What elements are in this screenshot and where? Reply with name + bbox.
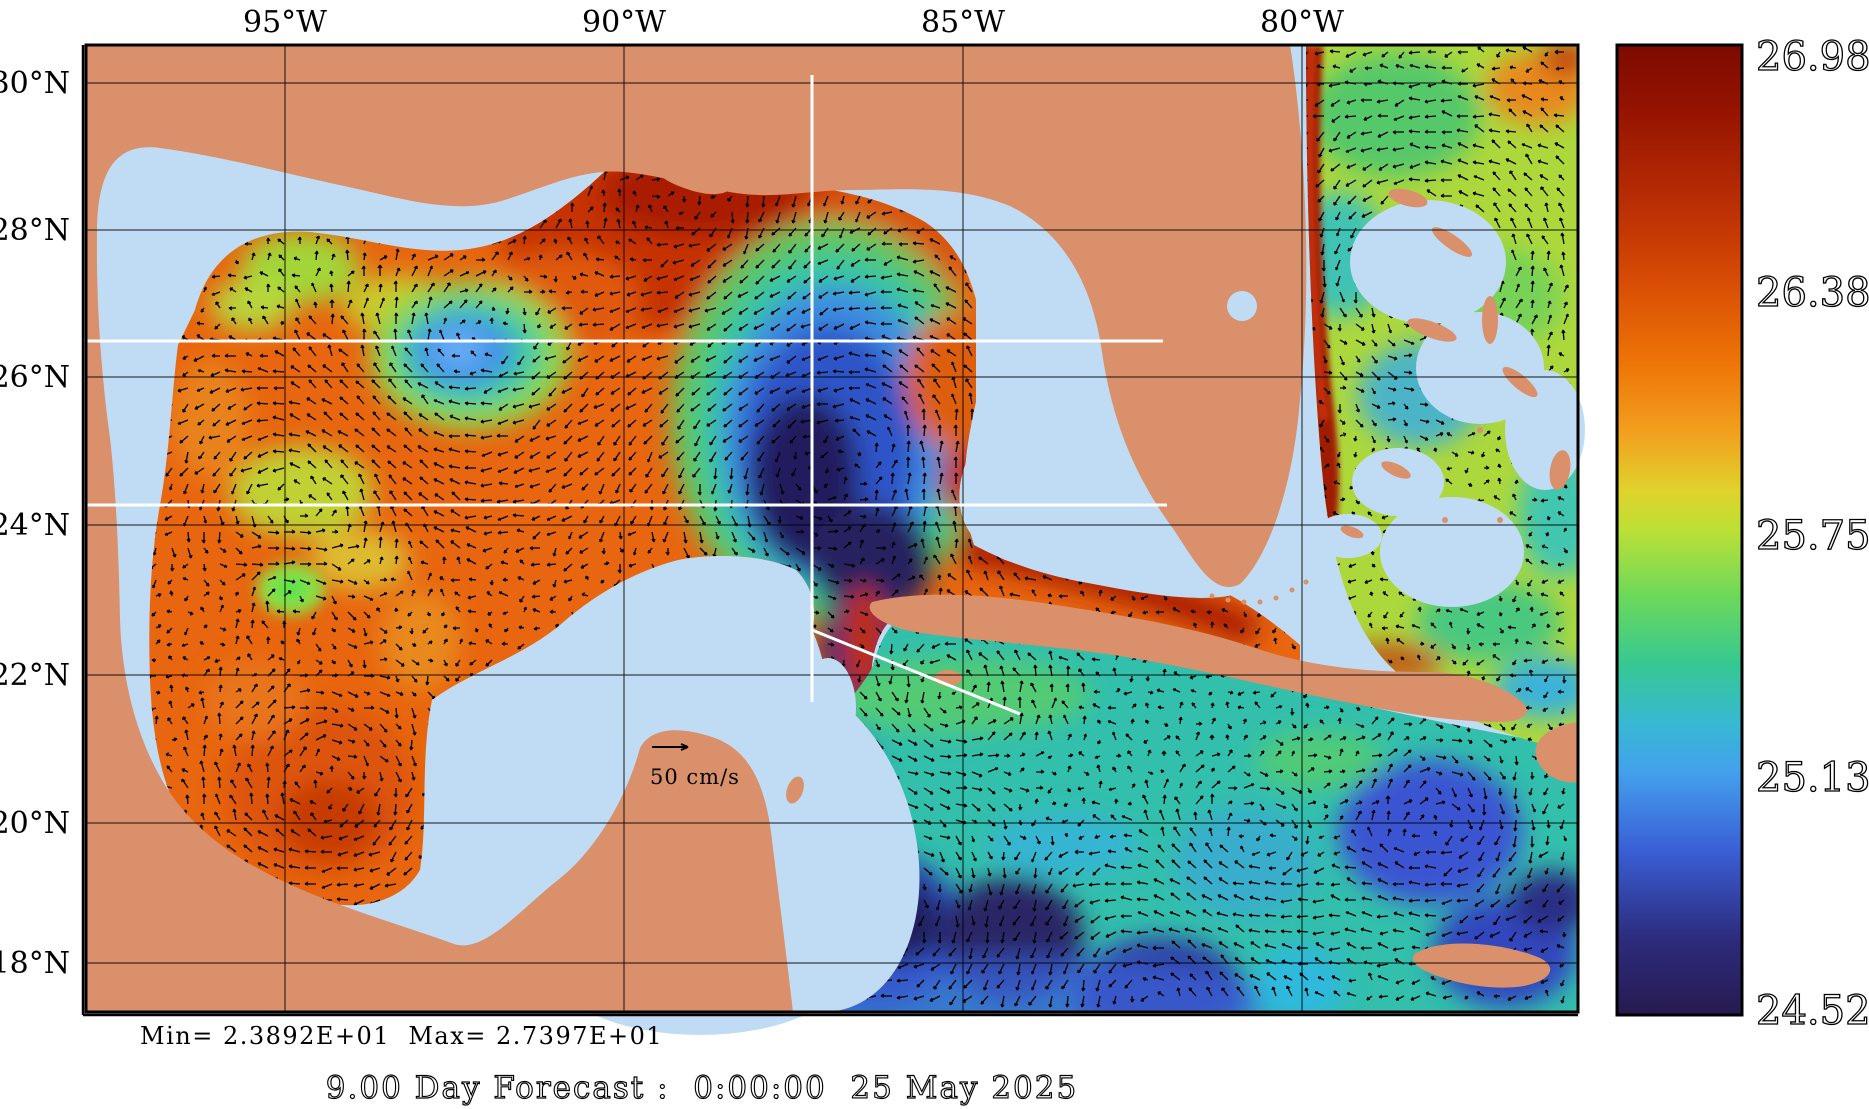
lon-tick-label: 90°W [582, 5, 666, 40]
land-masses [86, 45, 1578, 1012]
campeche-bank-north [800, 658, 856, 758]
colorbar: 26.98 26.38 25.75 25.13 24.52 [1615, 33, 1869, 1035]
land-bahamas [1340, 188, 1571, 539]
reference-arrow-icon [652, 743, 689, 751]
min-max-stats: Min= 2.3892E+01 Max= 2.7397E+01 [140, 1022, 663, 1050]
colorbar-tick-label: 26.38 [1756, 270, 1869, 316]
colorbar-gradient [1615, 43, 1744, 1017]
lat-tick-label: 24°N [0, 508, 70, 543]
bahama-bank [1352, 448, 1444, 516]
bahama-bank [1314, 514, 1382, 558]
bahama-bank [1350, 200, 1506, 324]
lat-tick-label: 18°N [0, 946, 70, 981]
lat-tick-label: 20°N [0, 806, 70, 841]
figure-caption: 9.00 Day Forecast : 0:00:00 25 May 2025 [326, 1070, 1078, 1106]
land-cozumel [786, 776, 804, 804]
colorbar-tick-label: 25.75 [1756, 513, 1869, 559]
transect-line-diagonal [811, 628, 1021, 716]
land-mississippi-delta [659, 149, 730, 195]
lat-tick-label: 30°N [0, 66, 70, 101]
graticule [86, 45, 1578, 1012]
land-north-america [86, 45, 1307, 1012]
colorbar-tick-label: 24.52 [1756, 988, 1869, 1034]
plot-frame [84, 43, 1580, 1014]
lon-axis: 95°W 90°W 85°W 80°W [243, 5, 1344, 40]
colorbar-tick-label: 26.98 [1756, 34, 1869, 80]
lat-axis: 30°N 28°N 26°N 24°N 22°N 20°N 18°N [0, 66, 70, 981]
lat-tick-label: 22°N [0, 658, 70, 693]
vector-legend-label: 50 cm/s [650, 765, 740, 789]
lat-tick-label: 28°N [0, 213, 70, 248]
lon-tick-label: 85°W [921, 5, 1005, 40]
land-cuba [869, 594, 1527, 722]
great-bahama-bank [1380, 497, 1524, 607]
lon-tick-label: 80°W [1260, 5, 1344, 40]
lake-okeechobee [1227, 291, 1257, 321]
transect-lines [86, 75, 1167, 716]
lat-tick-label: 26°N [0, 360, 70, 395]
lon-tick-label: 95°W [243, 5, 327, 40]
land-hispaniola [1535, 722, 1578, 783]
land-jamaica [1412, 943, 1551, 988]
colorbar-tick-label: 25.13 [1756, 755, 1869, 801]
land-florida-keys [1209, 579, 1309, 605]
vector-legend: 50 cm/s [650, 743, 740, 789]
west-florida-shelf [964, 252, 1238, 598]
